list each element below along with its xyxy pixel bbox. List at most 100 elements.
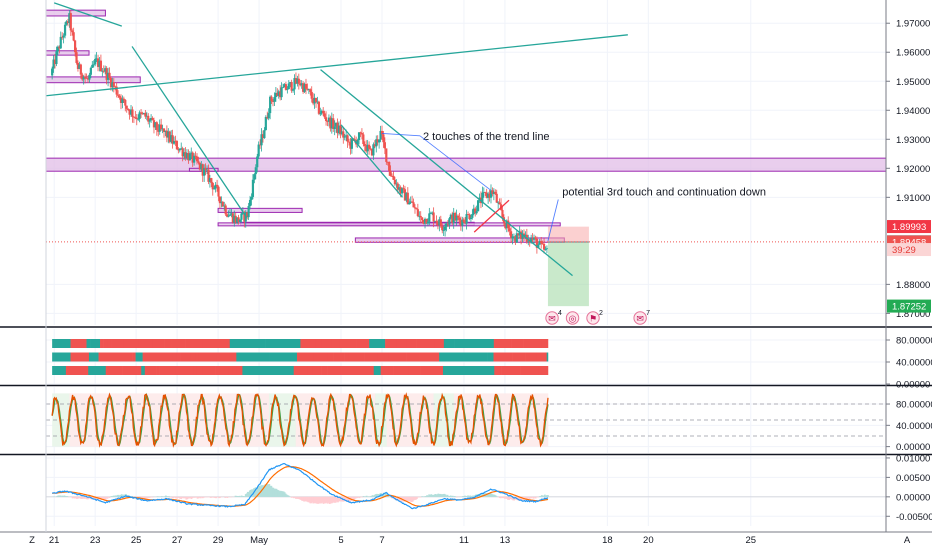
macd-histogram-bar bbox=[384, 492, 386, 497]
candle-body bbox=[402, 188, 405, 190]
macd-histogram-bar bbox=[273, 488, 276, 497]
trend-strip-segment bbox=[416, 339, 436, 348]
annotation-arrow[interactable] bbox=[419, 135, 491, 191]
supply-demand-zone[interactable] bbox=[45, 76, 141, 84]
annotation-arrow[interactable] bbox=[381, 133, 421, 137]
trend-strip-segment bbox=[493, 339, 512, 348]
annotation-two-touches[interactable]: 2 touches of the trend line bbox=[423, 131, 550, 143]
macd-histogram-bar bbox=[138, 496, 141, 498]
trend-line[interactable] bbox=[53, 2, 123, 27]
annotation-third-touch[interactable]: potential 3rd touch and continuation dow… bbox=[562, 187, 766, 199]
event-marker[interactable] bbox=[565, 311, 580, 325]
trend-line[interactable] bbox=[473, 199, 510, 233]
event-markers[interactable]: ✉4◎ ⚑2✉7 bbox=[545, 310, 650, 325]
macd-histogram-bar bbox=[446, 494, 449, 497]
macd-histogram-bar bbox=[93, 496, 96, 500]
y-tick-label: 0.00000 bbox=[896, 492, 930, 503]
macd-histogram-bar bbox=[501, 496, 504, 499]
macd-histogram-bar bbox=[248, 490, 251, 497]
candle-body bbox=[484, 192, 487, 193]
trend-strip-segment bbox=[195, 352, 200, 362]
trend-strip-segment bbox=[523, 339, 542, 348]
candle-body bbox=[466, 214, 470, 215]
candle-body bbox=[290, 82, 293, 91]
macd-histogram-bar bbox=[194, 496, 197, 498]
candle-body bbox=[509, 231, 513, 239]
supply-demand-zone[interactable] bbox=[217, 207, 303, 213]
macd-histogram-bar bbox=[490, 493, 493, 497]
trend-strip-segment bbox=[190, 352, 196, 362]
pane-dividers[interactable] bbox=[0, 326, 932, 456]
trend-strip-segment bbox=[216, 352, 230, 362]
candle-body bbox=[178, 148, 181, 151]
macd-histogram-bar bbox=[174, 496, 176, 498]
macd-histogram-bar bbox=[361, 496, 364, 498]
macd-histogram-bar bbox=[433, 494, 436, 497]
macd-histogram-bar bbox=[347, 496, 350, 501]
auto-scale-button[interactable]: A bbox=[904, 535, 911, 546]
candle-body bbox=[154, 122, 157, 128]
trend-line[interactable] bbox=[45, 34, 628, 97]
trend-strip-segment bbox=[302, 352, 315, 362]
short-position-tool[interactable] bbox=[46, 226, 886, 307]
take-profit-zone[interactable] bbox=[547, 242, 589, 307]
macd-histogram-bar bbox=[424, 496, 426, 497]
supply-demand-zone[interactable] bbox=[45, 50, 90, 56]
trend-line[interactable] bbox=[320, 69, 573, 277]
annotation-arrow[interactable] bbox=[547, 199, 559, 241]
macd-pane bbox=[46, 462, 886, 510]
trend-strip-segment bbox=[439, 352, 458, 362]
macd-histogram-bar bbox=[219, 496, 222, 498]
candle-body bbox=[59, 36, 62, 49]
macd-histogram-bar bbox=[290, 496, 293, 498]
macd-histogram-bar bbox=[318, 496, 321, 504]
trend-strip-segment bbox=[98, 352, 117, 362]
event-marker[interactable] bbox=[586, 311, 600, 325]
macd-histogram-bar bbox=[372, 495, 375, 497]
supply-demand-zone[interactable] bbox=[217, 222, 561, 227]
macd-histogram-bar bbox=[520, 496, 523, 500]
candle-body bbox=[330, 118, 333, 129]
candle-body bbox=[415, 208, 418, 210]
supply-demand-zone[interactable] bbox=[45, 9, 106, 17]
trend-line[interactable] bbox=[131, 46, 248, 218]
candle-body bbox=[544, 249, 547, 250]
macd-histogram-bar bbox=[278, 491, 281, 497]
candle-body bbox=[279, 91, 282, 98]
macd-histogram-bar bbox=[450, 496, 453, 497]
event-marker[interactable] bbox=[545, 311, 559, 325]
annotations[interactable]: 2 touches of the trend line potential 3r… bbox=[381, 131, 766, 241]
trend-line[interactable] bbox=[340, 124, 403, 198]
macd-histogram-bar bbox=[120, 494, 123, 497]
candle-body bbox=[287, 83, 290, 90]
macd-histogram-bar bbox=[316, 496, 319, 504]
candle-body bbox=[145, 115, 148, 117]
candle-body bbox=[353, 139, 356, 141]
macd-histogram-bar bbox=[269, 485, 272, 497]
candle-body bbox=[263, 130, 266, 139]
macd-histogram-bar bbox=[118, 495, 121, 497]
macd-histogram-bar bbox=[212, 496, 214, 498]
event-marker[interactable] bbox=[633, 311, 647, 325]
candle-body bbox=[425, 218, 428, 224]
supply-demand-zone[interactable] bbox=[45, 157, 887, 172]
macd-histogram-bar bbox=[139, 496, 142, 498]
trend-strip-segment bbox=[475, 366, 495, 375]
candle-body bbox=[172, 140, 176, 144]
macd-histogram-bar bbox=[432, 494, 435, 497]
macd-histogram-bar bbox=[354, 496, 357, 499]
macd-histogram-bar bbox=[272, 487, 275, 497]
macd-histogram-bar bbox=[213, 496, 215, 498]
macd-histogram-bar bbox=[541, 495, 544, 497]
trend-lines[interactable] bbox=[45, 2, 628, 277]
stop-loss-zone[interactable] bbox=[547, 226, 589, 243]
timezone-button[interactable]: Z bbox=[29, 535, 35, 546]
trend-strip-segment bbox=[159, 366, 177, 375]
macd-histogram-bar bbox=[310, 496, 313, 504]
candle-body bbox=[257, 144, 260, 157]
macd-histogram-bar bbox=[431, 494, 434, 497]
candle-body bbox=[78, 64, 81, 69]
candle-body bbox=[302, 83, 305, 92]
trend-strip-segment bbox=[274, 366, 285, 375]
